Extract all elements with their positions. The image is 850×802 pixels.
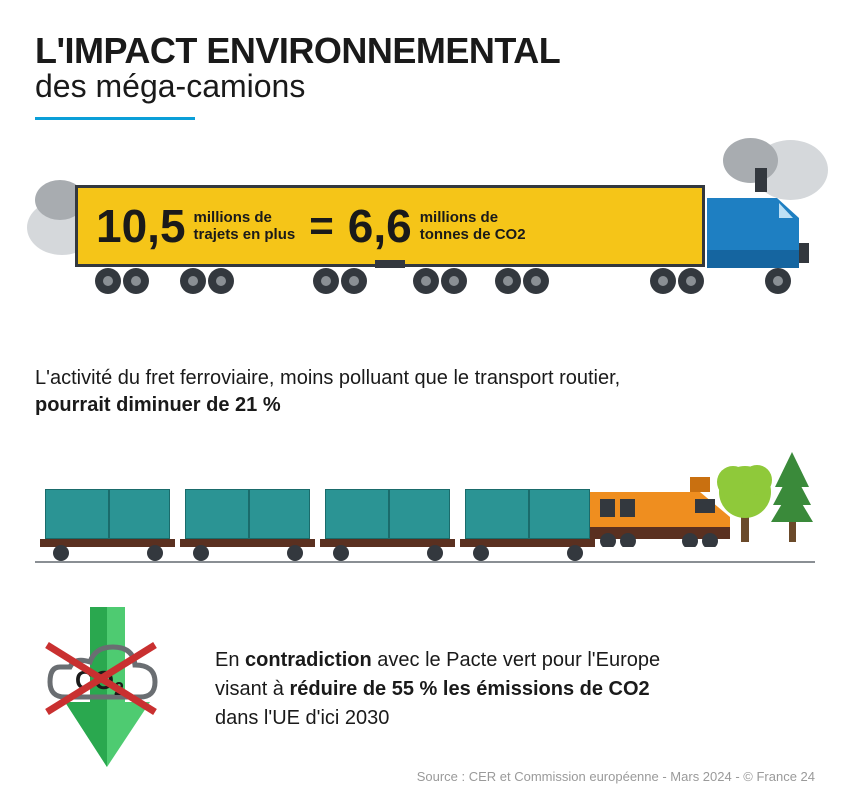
trailer: 10,5 millions de trajets en plus = 6,6 m… [75, 185, 705, 267]
title-sub: des méga-camions [35, 68, 815, 105]
bottom-text: En contradiction avec le Pacte vert pour… [215, 646, 660, 733]
train-illustration [35, 437, 815, 567]
co2-crossed-icon: CO2 [35, 607, 180, 772]
stat1-value: 10,5 [96, 199, 186, 253]
truck-cab [707, 168, 815, 268]
stat2-value: 6,6 [348, 199, 412, 253]
stat1-label: millions de trajets en plus [194, 209, 296, 244]
bottom-section: CO2 En contradiction avec le Pacte vert … [35, 607, 815, 772]
truck-illustration: 10,5 millions de trajets en plus = 6,6 m… [35, 150, 815, 325]
rail-line [35, 561, 815, 563]
equals-sign: = [309, 202, 334, 250]
stat2-label: millions de tonnes de CO2 [420, 209, 526, 244]
train-text: L'activité du fret ferroviaire, moins po… [35, 365, 815, 419]
title-main: L'IMPACT ENVIRONNEMENTAL [35, 30, 815, 72]
accent-line [35, 117, 195, 120]
tree-icon [770, 447, 815, 547]
source-credit: Source : CER et Commission européenne - … [417, 769, 815, 784]
locomotive [590, 477, 740, 547]
